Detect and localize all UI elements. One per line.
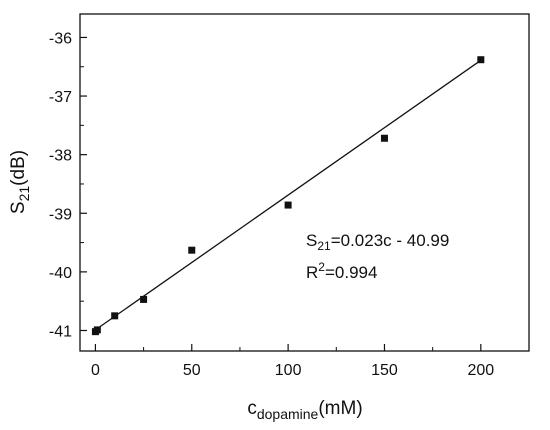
r-squared-annotation: R2=0.994	[306, 260, 377, 282]
data-point	[380, 134, 388, 142]
equation-sub: 21	[317, 239, 331, 253]
x-tick-label: 50	[183, 362, 201, 379]
x-tick-label: 200	[467, 362, 494, 379]
y-tick-label: -40	[49, 265, 72, 282]
fit-line	[95, 59, 482, 331]
data-point	[188, 246, 196, 254]
y-tick-label: -41	[49, 323, 72, 340]
y-axis-title-sub: 21	[16, 186, 32, 202]
data-point	[140, 295, 148, 303]
y-axis-title-base: S	[8, 201, 29, 214]
x-axis-ticks: 0 50 100 150 200	[91, 344, 494, 379]
r2-sup: 2	[318, 260, 325, 274]
data-point	[284, 201, 292, 209]
y-tick-label: -39	[49, 206, 72, 223]
x-tick-label: 0	[91, 362, 100, 379]
equation-annotation: S21=0.023c - 40.99	[306, 231, 449, 253]
y-tick-label: -38	[49, 148, 72, 165]
r2-rest: =0.994	[325, 263, 377, 282]
x-axis-title-base: c	[247, 398, 257, 419]
data-point	[477, 56, 485, 64]
x-axis-title-unit: (mM)	[318, 398, 362, 419]
equation-rhs: =0.023c - 40.99	[331, 231, 450, 250]
fit-line-group	[95, 59, 482, 331]
x-axis-title: cdopamine(mM)	[247, 398, 362, 422]
y-tick-label: -37	[49, 89, 72, 106]
plot-frame	[79, 13, 530, 352]
y-axis-title-unit: (dB)	[8, 150, 29, 186]
x-tick-label: 100	[275, 362, 302, 379]
data-point	[111, 312, 119, 320]
x-axis-title-sub: dopamine	[257, 406, 319, 422]
y-axis-title: S21(dB)	[8, 150, 32, 214]
r2-base: R	[306, 263, 318, 282]
data-point	[93, 326, 101, 334]
y-tick-label: -36	[49, 30, 72, 47]
data-points	[91, 56, 485, 336]
x-tick-label: 150	[371, 362, 398, 379]
equation-lhs: S	[306, 231, 317, 250]
y-axis-ticks: -41 -40 -39 -38 -37 -36	[49, 30, 87, 340]
